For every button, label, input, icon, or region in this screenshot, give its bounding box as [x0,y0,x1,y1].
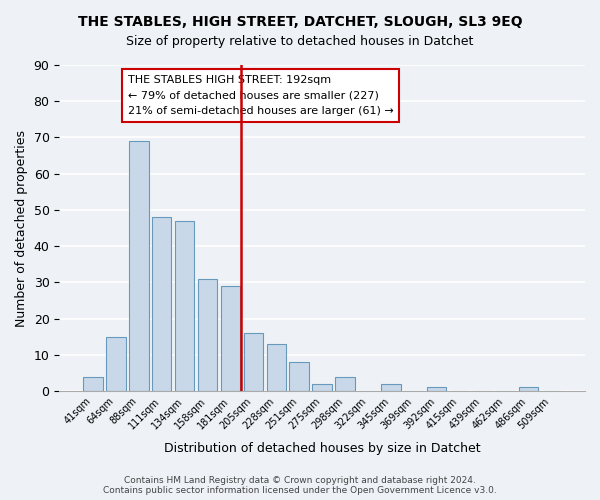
Text: THE STABLES HIGH STREET: 192sqm
← 79% of detached houses are smaller (227)
21% o: THE STABLES HIGH STREET: 192sqm ← 79% of… [128,75,394,116]
Bar [198,278,217,391]
Bar [152,217,172,391]
Bar [129,141,149,391]
Bar [106,336,125,391]
X-axis label: Distribution of detached houses by size in Datchet: Distribution of detached houses by size … [164,442,481,455]
Bar [266,344,286,391]
Bar [83,376,103,391]
Bar [335,376,355,391]
Bar [175,221,194,391]
Bar [221,286,240,391]
Bar [381,384,401,391]
Bar [244,333,263,391]
Y-axis label: Number of detached properties: Number of detached properties [15,130,28,326]
Bar [518,388,538,391]
Bar [289,362,309,391]
Bar [427,388,446,391]
Text: Contains HM Land Registry data © Crown copyright and database right 2024.
Contai: Contains HM Land Registry data © Crown c… [103,476,497,495]
Text: Size of property relative to detached houses in Datchet: Size of property relative to detached ho… [127,35,473,48]
Bar [313,384,332,391]
Text: THE STABLES, HIGH STREET, DATCHET, SLOUGH, SL3 9EQ: THE STABLES, HIGH STREET, DATCHET, SLOUG… [77,15,523,29]
